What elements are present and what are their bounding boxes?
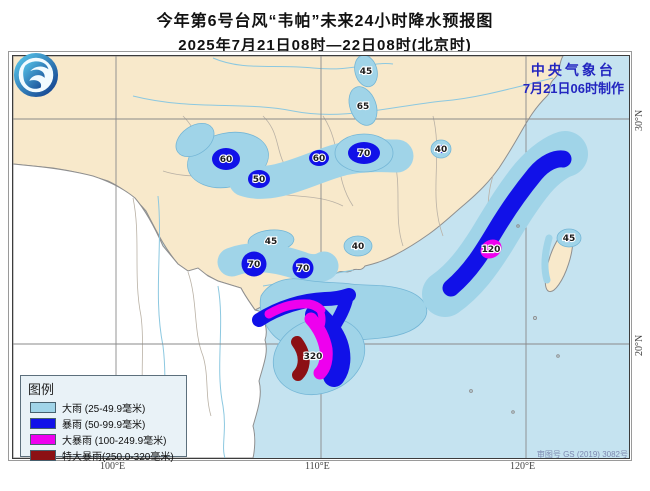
agency-block: 中央气象台 7月21日06时制作	[523, 61, 624, 97]
cma-logo-icon	[13, 52, 59, 98]
title-block: 今年第6号台风“韦帕”未来24小时降水预报图 2025年7月21日08时—22日…	[0, 7, 650, 55]
rain-value-label: 40	[352, 242, 365, 252]
legend-title: 图例	[28, 382, 55, 397]
legend-row-heavy-rain: 大雨 (25-49.9毫米)	[30, 400, 186, 415]
map-canvas: 45 65 60 50 60 70 40 45 40 70 70 120 45 …	[12, 55, 630, 459]
rain-value-label: 40	[435, 145, 448, 155]
legend-label: 暴雨 (50-99.9毫米)	[62, 420, 146, 431]
heavy-rain-swatch	[30, 402, 56, 413]
extreme-rainstorm-swatch	[30, 450, 56, 461]
rain-value-label: 120	[482, 245, 501, 255]
longitude-tick-120e: 120°E	[510, 461, 536, 472]
rain-value-label: 320	[304, 352, 323, 362]
rain-value-label: 70	[248, 260, 261, 270]
rain-area-heavy-rainstorm	[264, 239, 502, 380]
heavy-rainstorm-swatch	[30, 434, 56, 445]
rain-value-labels: 45 65 60 50 60 70 40 45 40 70 70 120 45 …	[219, 66, 577, 363]
rain-value-label: 45	[265, 237, 278, 247]
rain-area-extreme-rainstorm	[291, 336, 310, 381]
rain-value-label: 50	[253, 175, 266, 185]
rainstorm-swatch	[30, 418, 56, 429]
rain-value-label: 60	[313, 154, 326, 164]
small-islands	[469, 224, 560, 414]
rain-value-label: 45	[360, 67, 373, 77]
rain-value-label: 65	[357, 102, 370, 112]
rain-value-label: 70	[297, 264, 310, 274]
legend: 图例 大雨 (25-49.9毫米) 暴雨 (50-99.9毫米) 大暴雨 (10…	[20, 375, 187, 463]
longitude-tick-100e: 100°E	[100, 461, 126, 472]
agency-name: 中央气象台	[530, 62, 616, 78]
rain-value-label: 45	[563, 234, 576, 244]
rain-value-label: 70	[358, 149, 371, 159]
legend-row-extreme-rainstorm: 特大暴雨(250.0-320毫米)	[30, 448, 186, 463]
legend-label: 特大暴雨(250.0-320毫米)	[62, 452, 174, 463]
map-subtitle: 2025年7月21日08时—22日08时(北京时)	[178, 37, 472, 54]
legend-row-rainstorm: 暴雨 (50-99.9毫米)	[30, 416, 186, 431]
legend-label: 大暴雨 (100-249.9毫米)	[62, 436, 167, 447]
precipitation-map: 45 65 60 50 60 70 40 45 40 70 70 120 45 …	[13, 56, 629, 458]
rain-value-label: 60	[220, 155, 233, 165]
legend-row-heavy-rainstorm: 大暴雨 (100-249.9毫米)	[30, 432, 186, 447]
map-title: 今年第6号台风“韦帕”未来24小时降水预报图	[156, 13, 494, 30]
latitude-tick-20n: 20°N	[634, 334, 645, 356]
latitude-tick-30n: 30°N	[634, 109, 645, 131]
longitude-tick-110e: 110°E	[305, 461, 330, 472]
agency-issue-time: 7月21日06时制作	[522, 80, 624, 96]
legend-label: 大雨 (25-49.9毫米)	[62, 404, 146, 415]
map-approval-number: 审图号 GS (2019) 3082号	[536, 450, 628, 459]
